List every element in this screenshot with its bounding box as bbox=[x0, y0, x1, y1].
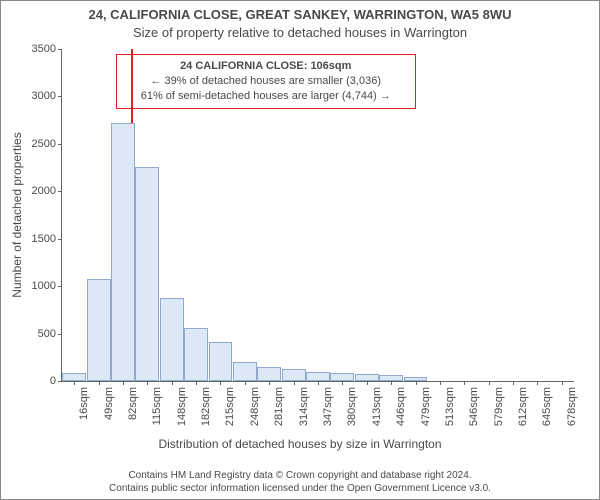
x-tick-label: 579sqm bbox=[494, 381, 505, 426]
histogram-bar bbox=[184, 328, 208, 381]
histogram-bar bbox=[160, 298, 184, 381]
x-tick-mark bbox=[513, 381, 514, 385]
x-tick-label: 347sqm bbox=[323, 381, 334, 426]
x-tick-label: 16sqm bbox=[79, 381, 90, 420]
y-tick-mark bbox=[58, 334, 62, 335]
histogram-bar bbox=[330, 373, 354, 381]
x-tick-mark bbox=[123, 381, 124, 385]
y-tick-mark bbox=[58, 144, 62, 145]
x-tick-label: 248sqm bbox=[250, 381, 261, 426]
annotation-line-3: 61% of semi-detached houses are larger (… bbox=[121, 89, 411, 104]
x-tick-label: 182sqm bbox=[201, 381, 212, 426]
y-tick-mark bbox=[58, 96, 62, 97]
x-tick-label: 678sqm bbox=[567, 381, 578, 426]
y-tick-mark bbox=[58, 49, 62, 50]
x-tick-label: 479sqm bbox=[421, 381, 432, 426]
histogram-bar bbox=[233, 362, 257, 381]
x-tick-mark bbox=[220, 381, 221, 385]
x-tick-label: 546sqm bbox=[469, 381, 480, 426]
x-tick-mark bbox=[74, 381, 75, 385]
x-tick-mark bbox=[318, 381, 319, 385]
histogram-bar bbox=[62, 373, 86, 381]
x-tick-mark bbox=[294, 381, 295, 385]
annotation-line-2: ← 39% of detached houses are smaller (3,… bbox=[121, 74, 411, 89]
footer-line-1: Contains HM Land Registry data © Crown c… bbox=[1, 470, 599, 483]
x-tick-mark bbox=[537, 381, 538, 385]
chart-subtitle: Size of property relative to detached ho… bbox=[1, 25, 599, 40]
histogram-bar bbox=[355, 374, 379, 381]
plot-area: 24 CALIFORNIA CLOSE: 106sqm ← 39% of det… bbox=[61, 49, 574, 382]
x-axis-label: Distribution of detached houses by size … bbox=[1, 437, 599, 451]
x-tick-mark bbox=[440, 381, 441, 385]
x-tick-mark bbox=[464, 381, 465, 385]
x-tick-label: 513sqm bbox=[445, 381, 456, 426]
x-tick-mark bbox=[562, 381, 563, 385]
x-tick-mark bbox=[416, 381, 417, 385]
x-tick-label: 215sqm bbox=[225, 381, 236, 426]
histogram-bar bbox=[135, 167, 159, 381]
x-tick-label: 82sqm bbox=[128, 381, 139, 420]
x-tick-mark bbox=[367, 381, 368, 385]
x-tick-label: 314sqm bbox=[299, 381, 310, 426]
y-tick-mark bbox=[58, 239, 62, 240]
x-tick-mark bbox=[196, 381, 197, 385]
footer-line-2: Contains public sector information licen… bbox=[1, 483, 599, 496]
annotation-line-1: 24 CALIFORNIA CLOSE: 106sqm bbox=[121, 59, 411, 74]
x-tick-label: 380sqm bbox=[347, 381, 358, 426]
x-tick-mark bbox=[269, 381, 270, 385]
x-tick-mark bbox=[489, 381, 490, 385]
x-tick-mark bbox=[99, 381, 100, 385]
x-tick-label: 281sqm bbox=[274, 381, 285, 426]
footer: Contains HM Land Registry data © Crown c… bbox=[1, 470, 599, 495]
histogram-bar bbox=[87, 279, 111, 381]
x-tick-label: 49sqm bbox=[104, 381, 115, 420]
x-tick-mark bbox=[147, 381, 148, 385]
chart-title-address: 24, CALIFORNIA CLOSE, GREAT SANKEY, WARR… bbox=[1, 7, 599, 22]
x-tick-label: 148sqm bbox=[177, 381, 188, 426]
chart-container: 24, CALIFORNIA CLOSE, GREAT SANKEY, WARR… bbox=[0, 0, 600, 500]
histogram-bar bbox=[282, 369, 306, 381]
x-tick-mark bbox=[245, 381, 246, 385]
histogram-bar bbox=[209, 342, 233, 381]
annotation-box: 24 CALIFORNIA CLOSE: 106sqm ← 39% of det… bbox=[116, 54, 416, 109]
x-tick-mark bbox=[172, 381, 173, 385]
x-tick-label: 446sqm bbox=[396, 381, 407, 426]
y-tick-mark bbox=[58, 286, 62, 287]
y-axis-label: Number of detached properties bbox=[10, 132, 24, 297]
x-tick-label: 645sqm bbox=[542, 381, 553, 426]
histogram-bar bbox=[257, 367, 281, 381]
y-tick-mark bbox=[58, 381, 62, 382]
histogram-bar bbox=[111, 123, 135, 381]
histogram-bar bbox=[306, 372, 330, 381]
x-tick-label: 612sqm bbox=[518, 381, 529, 426]
x-tick-mark bbox=[391, 381, 392, 385]
y-tick-mark bbox=[58, 191, 62, 192]
x-tick-label: 115sqm bbox=[152, 381, 163, 425]
x-tick-label: 413sqm bbox=[372, 381, 383, 426]
x-tick-mark bbox=[342, 381, 343, 385]
